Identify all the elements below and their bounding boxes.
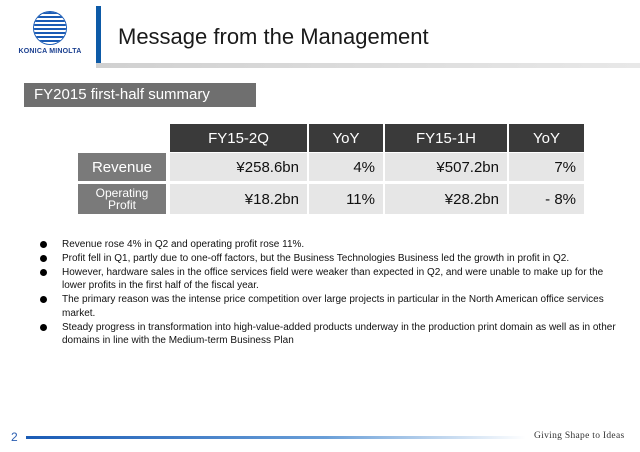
bullet-icon xyxy=(40,323,47,331)
bullet-text: Profit fell in Q1, partly due to one-off… xyxy=(62,252,570,264)
table-cell: ¥507.2bn xyxy=(385,153,507,181)
table-cell: 7% xyxy=(509,153,584,181)
list-item: Revenue rose 4% in Q2 and operating prof… xyxy=(38,238,618,252)
table-cell: ¥18.2bn xyxy=(170,184,307,214)
row-label-line: Profit xyxy=(107,198,136,212)
table-cell: - 8% xyxy=(509,184,584,214)
page-number: 2 xyxy=(11,430,18,444)
bullet-icon xyxy=(40,268,47,276)
table-cell: ¥28.2bn xyxy=(385,184,507,214)
footer-divider xyxy=(26,436,526,439)
bullet-icon xyxy=(40,296,47,304)
header-divider xyxy=(96,63,640,68)
table-cell: 11% xyxy=(309,184,383,214)
footer-tagline: Giving Shape to Ideas xyxy=(534,431,625,441)
bullet-list: Revenue rose 4% in Q2 and operating prof… xyxy=(38,238,618,348)
row-label-line: Operating xyxy=(95,186,149,200)
logo-globe-icon xyxy=(34,12,66,44)
bullet-text: However, hardware sales in the office se… xyxy=(62,266,604,292)
logo-text: KONICA MINOLTA xyxy=(18,48,82,55)
list-item: Profit fell in Q1, partly due to one-off… xyxy=(38,252,618,266)
bullet-icon xyxy=(40,241,47,248)
bullet-text: The primary reason was the intense price… xyxy=(62,294,604,319)
table-cell: ¥258.6bn xyxy=(170,153,307,181)
row-label-operating-profit: Operating Profit xyxy=(78,184,166,214)
list-item: However, hardware sales in the office se… xyxy=(38,266,618,293)
table-header-yoy-2q: YoY xyxy=(309,124,383,152)
bullet-text: Revenue rose 4% in Q2 and operating prof… xyxy=(62,239,305,250)
page-title: Message from the Management xyxy=(118,24,429,49)
bullet-icon xyxy=(40,254,47,262)
row-label-revenue: Revenue xyxy=(78,153,166,181)
company-logo: KONICA MINOLTA xyxy=(10,8,90,64)
list-item: Steady progress in transformation into h… xyxy=(38,321,618,348)
table-cell: 4% xyxy=(309,153,383,181)
table-header-yoy-1h: YoY xyxy=(509,124,584,152)
title-accent-bar xyxy=(96,6,101,63)
bullet-text: Steady progress in transformation into h… xyxy=(62,321,616,347)
table-header-fy15-2q: FY15-2Q xyxy=(170,124,307,152)
list-item: The primary reason was the intense price… xyxy=(38,293,618,320)
table-header-fy15-1h: FY15-1H xyxy=(385,124,507,152)
section-label: FY2015 first-half summary xyxy=(24,83,256,107)
